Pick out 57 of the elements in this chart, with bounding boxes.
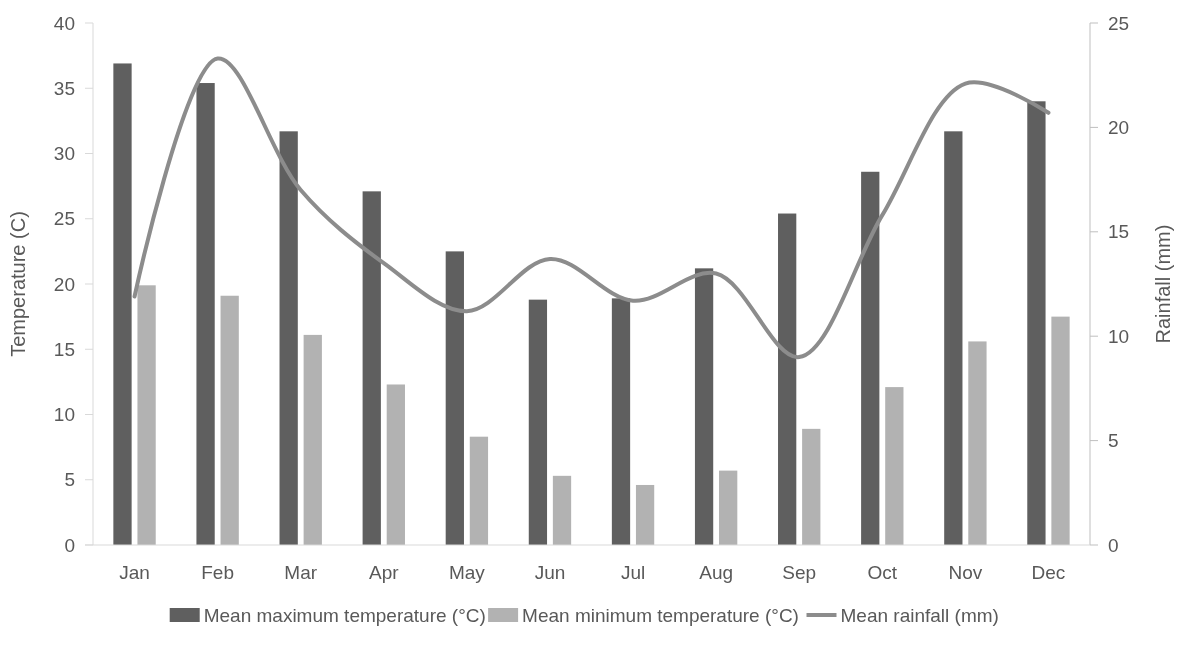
- legend-label: Mean minimum temperature (°C): [522, 604, 799, 626]
- bar: [469, 436, 489, 545]
- bar: [196, 83, 215, 545]
- x-tick-label: Dec: [1031, 562, 1066, 583]
- x-tick-label: Sep: [782, 562, 817, 583]
- bar: [445, 251, 464, 545]
- y2-tick-label: 10: [1108, 325, 1130, 347]
- legend-label: Mean rainfall (mm): [840, 604, 999, 626]
- bar: [861, 171, 880, 545]
- x-tick-label: Apr: [369, 562, 400, 583]
- y-tick-label: 10: [53, 404, 75, 426]
- x-tick-label: Jan: [119, 562, 150, 583]
- y-tick-label: 30: [53, 143, 75, 165]
- bar: [885, 387, 904, 545]
- y-tick-label: 5: [64, 469, 75, 491]
- x-tick-label: Jun: [534, 562, 566, 583]
- bar: [1027, 101, 1046, 545]
- bar: [113, 63, 132, 545]
- x-tick-label: Oct: [867, 562, 898, 583]
- bar: [719, 470, 738, 545]
- bar: [968, 341, 987, 545]
- bar: [137, 285, 156, 545]
- bar: [386, 384, 405, 545]
- y-tick-label: 15: [53, 338, 75, 360]
- x-tick-label: Feb: [201, 562, 234, 583]
- bar: [611, 298, 631, 545]
- line-series: [132, 56, 1051, 360]
- y-tick-label: 35: [53, 77, 75, 99]
- bar: [635, 484, 655, 545]
- y-tick-label: 0: [64, 534, 75, 556]
- y-axis-title: Temperature (C): [7, 211, 29, 357]
- x-tick-label: May: [448, 562, 486, 583]
- bar: [694, 268, 714, 545]
- bar: [303, 334, 322, 545]
- x-tick-label: Aug: [699, 562, 734, 583]
- y2-tick-label: 20: [1108, 117, 1130, 139]
- bar: [362, 191, 381, 545]
- bar: [528, 299, 548, 545]
- bar: [802, 428, 821, 545]
- bar: [778, 213, 797, 545]
- bar: [552, 475, 572, 545]
- bar: [944, 131, 963, 545]
- y-tick-label: 20: [53, 273, 75, 295]
- y2-tick-label: 25: [1108, 12, 1130, 34]
- legend-label: Mean maximum temperature (°C): [203, 604, 486, 626]
- bar: [1051, 316, 1070, 545]
- bar: [220, 295, 239, 545]
- x-tick-label: Jul: [620, 562, 646, 583]
- bar: [279, 131, 298, 545]
- y-tick-label: 40: [53, 12, 75, 34]
- y2-tick-label: 15: [1108, 221, 1130, 243]
- y-tick-label: 25: [53, 208, 75, 230]
- x-tick-label: Nov: [948, 562, 983, 583]
- y2-tick-label: 0: [1108, 534, 1119, 556]
- x-tick-label: Mar: [284, 562, 318, 583]
- y2-axis-title: Rainfall (mm): [1152, 224, 1174, 344]
- y2-tick-label: 5: [1108, 430, 1119, 452]
